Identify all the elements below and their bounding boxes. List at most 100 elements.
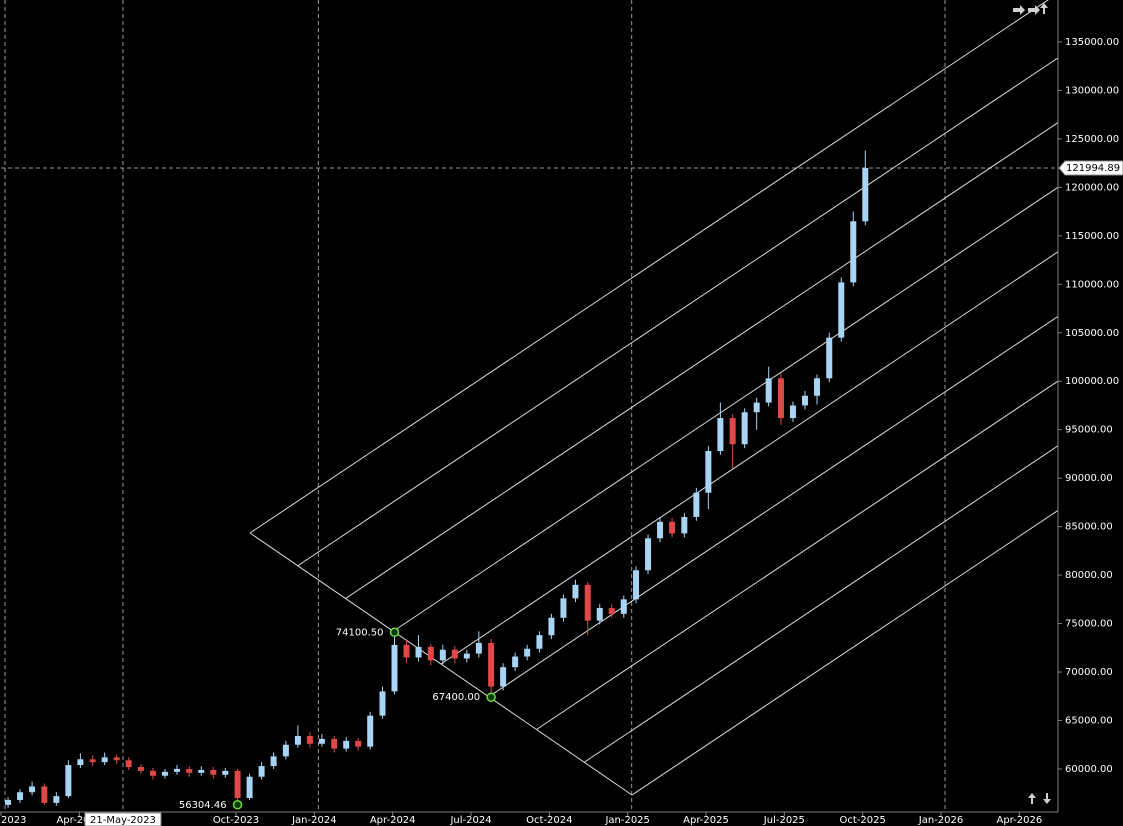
- arrow-up-icon[interactable]: [1040, 3, 1048, 14]
- candle-body: [306, 736, 313, 744]
- candle-body: [801, 395, 808, 406]
- candle-body: [427, 646, 434, 661]
- y-tick-label: 75000.00: [1065, 619, 1113, 630]
- candle-body: [850, 221, 857, 283]
- candle-body: [765, 378, 772, 403]
- candle-body: [379, 691, 386, 716]
- candle-body: [41, 786, 48, 803]
- x-tick-label: Jan-2026: [918, 815, 963, 826]
- candle-body: [258, 766, 265, 777]
- x-tick-label: Jul-2025: [763, 815, 805, 826]
- pivot-label: 74100.50: [336, 627, 384, 638]
- candle-body: [391, 644, 398, 692]
- candle-body: [161, 771, 168, 776]
- y-tick-label: 105000.00: [1065, 328, 1119, 339]
- candle-body: [536, 635, 543, 649]
- candle-body: [572, 584, 579, 599]
- candle-body: [439, 649, 446, 661]
- pitchfork-line: [488, 315, 1058, 698]
- candle-body: [838, 282, 845, 338]
- candle-body: [826, 337, 833, 379]
- candle-body: [343, 740, 350, 749]
- candle-body: [669, 521, 676, 534]
- pitchfork-line: [536, 380, 1058, 730]
- candle-body: [210, 769, 217, 775]
- y-tick-label: 120000.00: [1065, 182, 1119, 193]
- arrow-up-icon[interactable]: [1028, 793, 1036, 804]
- y-tick-label: 80000.00: [1065, 570, 1113, 581]
- pivot-label: 67400.00: [432, 692, 480, 703]
- x-tick-label: Oct-2023: [213, 815, 259, 826]
- y-tick-label: 65000.00: [1065, 715, 1113, 726]
- candle-body: [741, 412, 748, 445]
- candle-body: [318, 738, 325, 744]
- candle-body: [717, 418, 724, 452]
- candle-body: [862, 168, 869, 222]
- candle-body: [512, 656, 519, 668]
- candle-body: [53, 796, 60, 803]
- candle-body: [186, 768, 193, 773]
- pivot-marker: [389, 627, 400, 638]
- candle-body: [608, 608, 615, 614]
- candle-body: [813, 378, 820, 396]
- y-tick-label: 85000.00: [1065, 522, 1113, 533]
- candle-body: [681, 516, 688, 534]
- x-tick-label: Apr-2024: [370, 815, 416, 826]
- y-tick-label: 110000.00: [1065, 279, 1119, 290]
- pitchfork-line: [392, 186, 1058, 632]
- x-tick-label: Oct-2024: [526, 815, 572, 826]
- candle-body: [246, 776, 253, 799]
- candle-body: [729, 418, 736, 445]
- pivot-marker: [232, 800, 243, 810]
- candle-body: [488, 642, 495, 687]
- plot-area: 74100.50 67400.00 56304.46: [1, 0, 1058, 812]
- candle-body: [693, 492, 700, 517]
- pivot-marker: [486, 692, 496, 702]
- x-tick-label: Apr-2025: [683, 815, 729, 826]
- candle-body: [657, 521, 664, 539]
- candle-body: [500, 667, 507, 687]
- arrow-right-icon[interactable]: [1028, 5, 1040, 15]
- crosshair-price-label: 121994.89: [1066, 163, 1120, 174]
- candle-body: [65, 765, 72, 797]
- candle-body: [17, 792, 24, 800]
- x-tick-label: Oct-2025: [840, 815, 886, 826]
- candle-body: [705, 451, 712, 493]
- candle-body: [524, 648, 531, 657]
- pitchfork-line: [249, 0, 1049, 534]
- candle-body: [113, 757, 120, 761]
- arrow-right-icon[interactable]: [1013, 5, 1025, 15]
- x-tick-label: Jan-2025: [604, 815, 649, 826]
- candle-body: [5, 799, 12, 805]
- y-tick-label: 135000.00: [1065, 37, 1119, 48]
- crosshair-labels: 21-May-2023 121994.89: [84, 160, 1123, 826]
- candle-body: [403, 644, 410, 658]
- pivot-label: 56304.46: [179, 800, 227, 811]
- annotations: 74100.50 67400.00 56304.46: [179, 627, 496, 811]
- y-tick-label: 95000.00: [1065, 425, 1113, 436]
- candle-body: [620, 599, 627, 614]
- x-tick-label: Apr-2026: [996, 815, 1042, 826]
- scroll-icons: [1013, 3, 1051, 804]
- x-tick-label: Apr-2023: [56, 815, 102, 826]
- candle-body: [77, 759, 84, 766]
- candle-body: [137, 767, 144, 771]
- crosshair-price-box: [1058, 160, 1123, 176]
- candle-body: [596, 608, 603, 621]
- candle-body: [355, 740, 362, 747]
- y-tick-label: 115000.00: [1065, 231, 1119, 242]
- candle-body: [234, 770, 241, 799]
- candle-body: [451, 649, 458, 659]
- candle-body: [753, 402, 760, 413]
- candle-body: [331, 738, 338, 749]
- candle-body: [633, 570, 640, 600]
- candle-body: [789, 405, 796, 419]
- candle-body: [149, 770, 156, 776]
- arrow-down-icon[interactable]: [1043, 793, 1051, 804]
- candle-body: [645, 538, 652, 571]
- candle-body: [560, 598, 567, 618]
- x-tick-label: Jan-2024: [291, 815, 336, 826]
